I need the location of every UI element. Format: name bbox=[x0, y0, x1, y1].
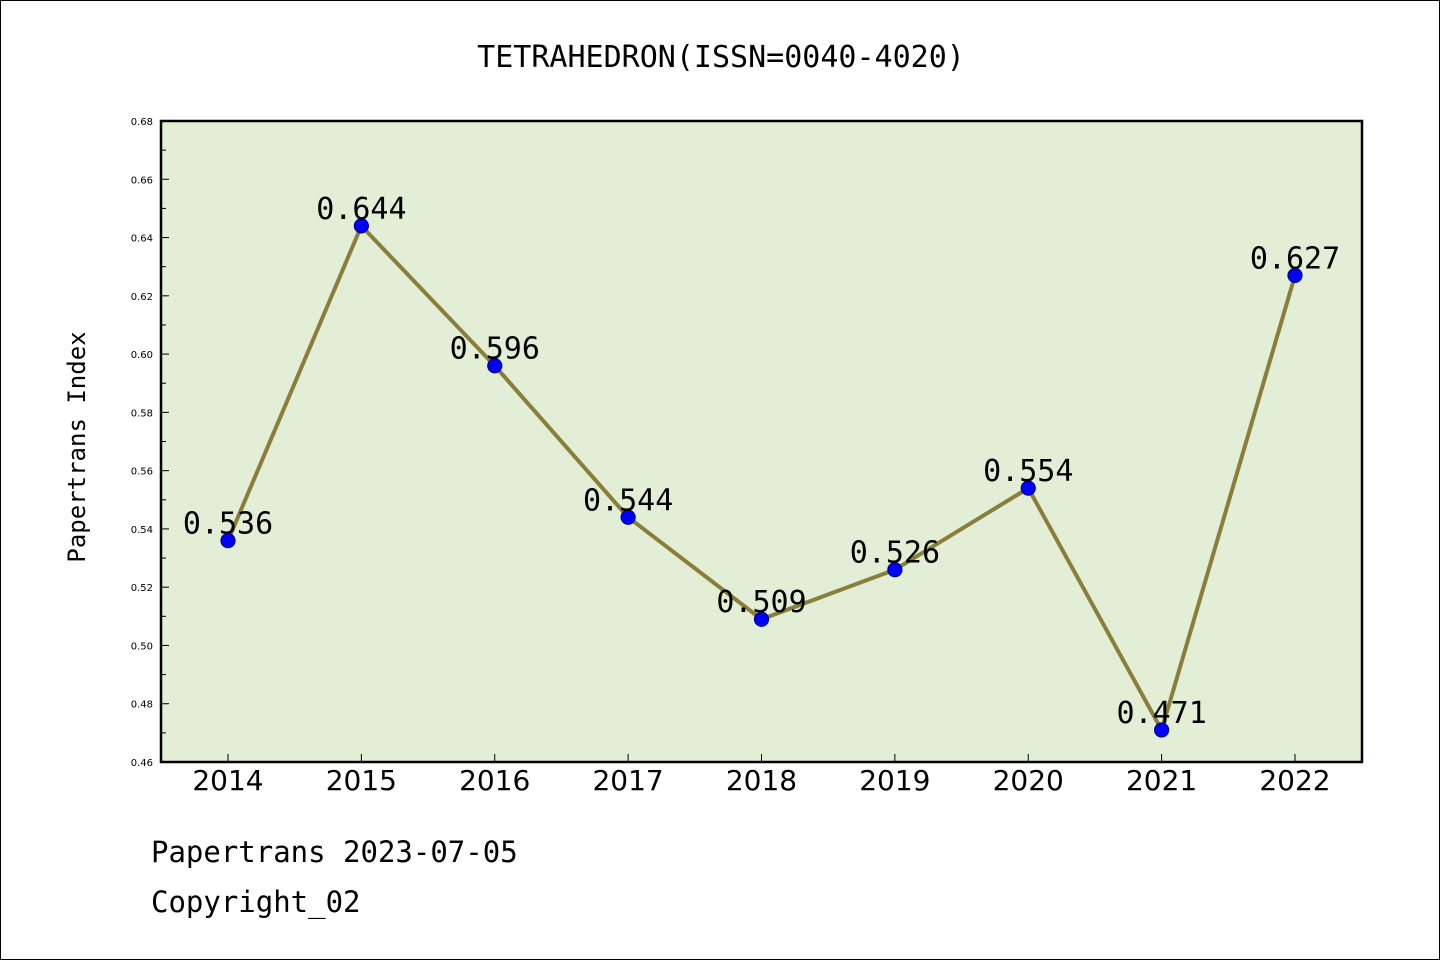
y-tick-label: 0.54 bbox=[131, 525, 153, 536]
data-point bbox=[753, 611, 770, 627]
x-axis-ticks: 2014 2015 2016 2017 2018 2019 2020 2021 2022 bbox=[192, 754, 1331, 797]
y-tick-label: 0.58 bbox=[131, 408, 153, 419]
chart-title: TETRAHEDRON(ISSN=0040-4020) bbox=[477, 40, 965, 75]
y-tick-label: 0.64 bbox=[131, 234, 153, 245]
x-tick-label: 2017 bbox=[592, 764, 663, 797]
data-label: 0.544 bbox=[583, 483, 673, 518]
y-tick-label: 0.66 bbox=[131, 175, 153, 186]
data-label: 0.509 bbox=[716, 585, 806, 620]
x-tick-label: 2016 bbox=[459, 764, 530, 797]
x-tick-label: 2021 bbox=[1126, 764, 1197, 797]
data-label: 0.471 bbox=[1116, 696, 1206, 731]
x-tick-label: 2018 bbox=[726, 764, 797, 797]
footer-copyright: Copyright_02 bbox=[151, 885, 361, 919]
x-tick-label: 2014 bbox=[192, 764, 263, 797]
data-label: 0.554 bbox=[983, 454, 1073, 489]
data-point bbox=[1287, 267, 1303, 284]
data-label: 0.596 bbox=[450, 332, 540, 367]
data-label: 0.536 bbox=[183, 507, 273, 542]
y-tick-label: 0.68 bbox=[131, 117, 153, 128]
data-labels: 0.536 0.644 0.596 0.544 0.509 0.526 0.554 0.471… bbox=[183, 192, 1340, 731]
data-point bbox=[1020, 480, 1036, 496]
data-label: 0.627 bbox=[1250, 241, 1340, 276]
data-point bbox=[1154, 722, 1170, 738]
y-tick-label: 0.62 bbox=[131, 292, 153, 303]
y-tick-label: 0.48 bbox=[131, 700, 153, 711]
x-tick-label: 2015 bbox=[326, 764, 397, 797]
footer-date-line: Papertrans 2023-07-05 bbox=[151, 835, 518, 869]
data-point bbox=[220, 532, 236, 549]
y-axis-ticks: 0.46 0.48 0.50 0.52 0.54 0.56 0.58 0.60 0.62 0.64… bbox=[131, 117, 169, 769]
x-tick-label: 2020 bbox=[993, 764, 1064, 797]
x-tick-label: 2022 bbox=[1259, 764, 1330, 797]
y-axis-title: Papertrans Index bbox=[63, 331, 91, 562]
data-point bbox=[887, 562, 903, 578]
series-layer bbox=[220, 218, 1303, 738]
y-tick-label: 0.52 bbox=[131, 583, 153, 594]
y-tick-label: 0.46 bbox=[131, 758, 153, 769]
data-point bbox=[353, 218, 369, 234]
y-tick-label: 0.50 bbox=[131, 641, 153, 652]
data-point bbox=[487, 358, 503, 374]
data-point bbox=[620, 509, 636, 525]
x-tick-label: 2019 bbox=[859, 764, 930, 797]
data-label: 0.526 bbox=[850, 536, 940, 571]
y-tick-label: 0.60 bbox=[131, 350, 153, 361]
data-label: 0.644 bbox=[316, 192, 406, 227]
y-tick-label: 0.56 bbox=[131, 467, 153, 478]
